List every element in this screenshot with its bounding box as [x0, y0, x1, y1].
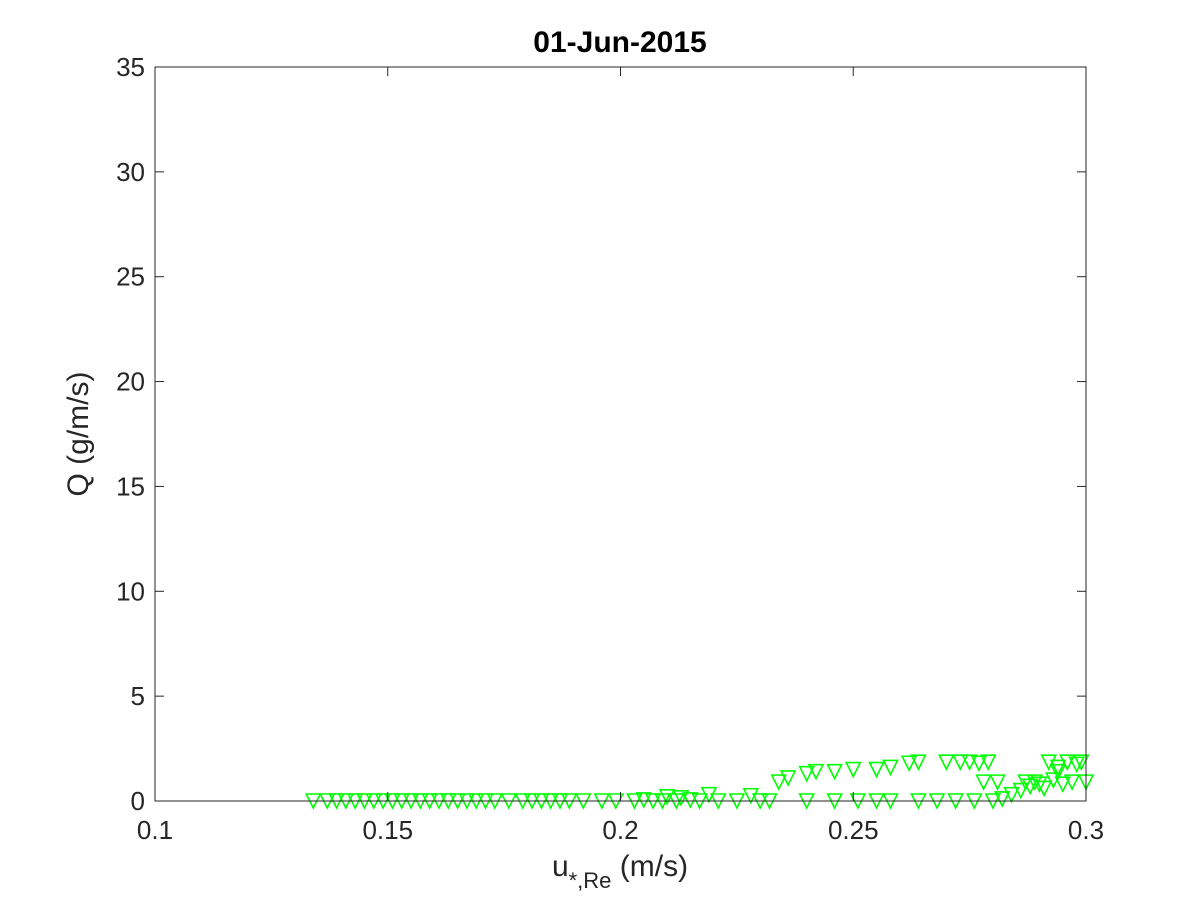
x-axis-label-units: (m/s): [611, 850, 688, 883]
data-point-marker: [682, 792, 699, 809]
data-point-marker: [979, 754, 997, 771]
y-tick-label: 0: [131, 786, 145, 816]
data-point-marker: [1068, 756, 1085, 774]
y-tick-label: 5: [131, 681, 145, 711]
x-tick-label: 0.15: [362, 815, 413, 845]
data-point-marker: [1003, 786, 1020, 804]
data-point-marker: [1031, 776, 1048, 794]
x-axis-label-base: u: [552, 850, 569, 883]
data-point-marker: [807, 763, 825, 781]
data-point-marker: [826, 763, 843, 781]
y-tick-label: 15: [116, 471, 145, 501]
data-point-marker: [1054, 776, 1072, 794]
data-point-marker: [952, 754, 969, 771]
data-point-marker: [961, 754, 978, 771]
data-point-marker: [1059, 754, 1076, 771]
data-point-marker: [1049, 759, 1067, 777]
data-point-marker: [1073, 754, 1090, 771]
y-axis: 0 5 10 15 20 25 30 35: [116, 52, 1086, 816]
y-tick-label: 10: [116, 576, 145, 606]
y-tick-label: 35: [116, 52, 145, 82]
data-point-marker: [1063, 774, 1081, 791]
x-tick-label: 0.1: [137, 815, 173, 845]
data-point-marker: [910, 754, 927, 771]
data-point-marker: [779, 770, 797, 787]
data-point-marker: [635, 792, 653, 809]
data-point-marker: [1035, 780, 1053, 798]
data-point-marker: [970, 755, 988, 773]
plot-area: [155, 67, 1086, 801]
y-axis-label: Q (g/m/s): [62, 372, 95, 497]
x-axis-label-subscript: *,Re: [569, 868, 612, 893]
data-point-marker: [844, 761, 862, 779]
data-point-marker: [1049, 763, 1067, 781]
data-point-marker: [798, 765, 815, 783]
x-tick-label: 0.25: [828, 815, 879, 845]
data-point-marker: [882, 759, 899, 777]
data-point-marker: [989, 774, 1006, 791]
data-point-marker: [1012, 782, 1030, 800]
data-point-marker: [900, 755, 918, 773]
data-point-marker: [975, 774, 992, 791]
x-tick-label: 0.2: [602, 815, 638, 845]
y-tick-label: 30: [116, 157, 145, 187]
data-point-marker: [672, 790, 690, 807]
data-point-marker: [770, 774, 788, 791]
data-point-marker: [1017, 774, 1034, 791]
x-axis: 0.1 0.15 0.2 0.25 0.3: [137, 67, 1104, 845]
data-point-marker: [938, 754, 955, 771]
chart-title: 01-Jun-2015: [533, 26, 706, 59]
data-point-marker: [868, 761, 885, 779]
x-axis-label: u*,Re (m/s): [552, 850, 688, 893]
x-tick-label: 0.3: [1068, 815, 1104, 845]
y-tick-label: 25: [116, 262, 145, 292]
data-point-marker: [993, 791, 1011, 808]
y-tick-label: 20: [116, 367, 145, 397]
